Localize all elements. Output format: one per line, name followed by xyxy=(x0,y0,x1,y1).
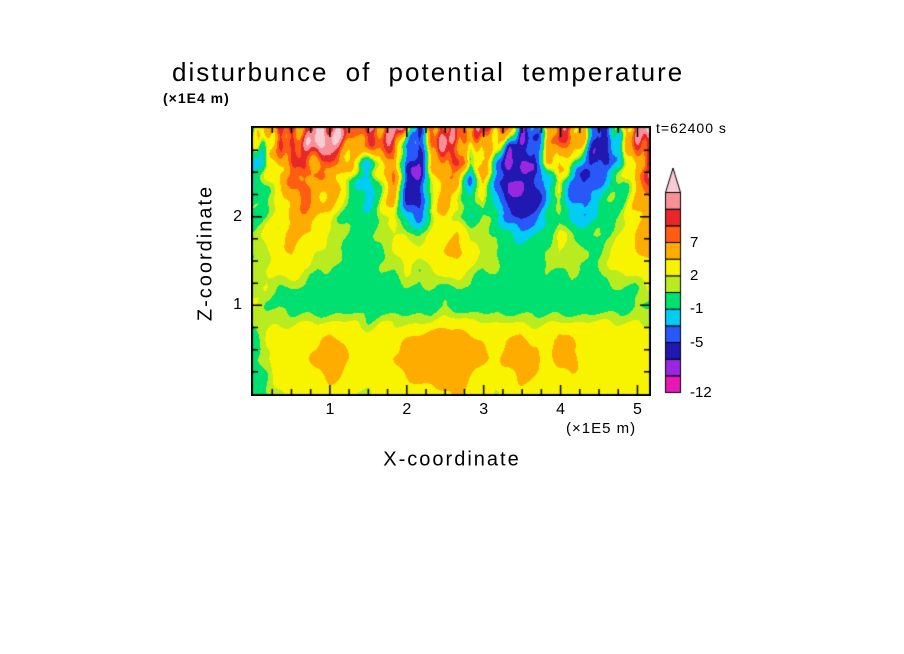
y-tick-label: 1 xyxy=(233,296,242,314)
colorbar-tick-label: -5 xyxy=(690,333,704,351)
colorbar-canvas xyxy=(662,166,686,394)
x-tick-label: 4 xyxy=(556,401,566,418)
y-axis-unit-label: (×1E4 m) xyxy=(163,90,230,106)
colorbar-tick-label: 2 xyxy=(690,266,699,284)
x-axis-unit-label: (×1E5 m) xyxy=(566,420,637,437)
x-tick-label: 2 xyxy=(402,401,412,418)
heatmap-canvas xyxy=(251,126,651,396)
x-axis-label: X-coordinate xyxy=(383,448,521,471)
x-tick-label: 5 xyxy=(633,401,642,418)
x-tick-label: 1 xyxy=(325,401,335,418)
colorbar-tick-label: 7 xyxy=(690,233,699,251)
colorbar-tick-label: -12 xyxy=(690,383,712,401)
colorbar-tick-label: -1 xyxy=(690,300,704,318)
x-tick-label: 3 xyxy=(479,401,489,418)
chart-title: disturbunce of potential temperature xyxy=(172,57,685,87)
y-axis-label: Z-coordinate xyxy=(194,184,217,322)
time-annotation: t=62400 s xyxy=(656,120,727,136)
y-tick-label: 2 xyxy=(233,207,242,225)
